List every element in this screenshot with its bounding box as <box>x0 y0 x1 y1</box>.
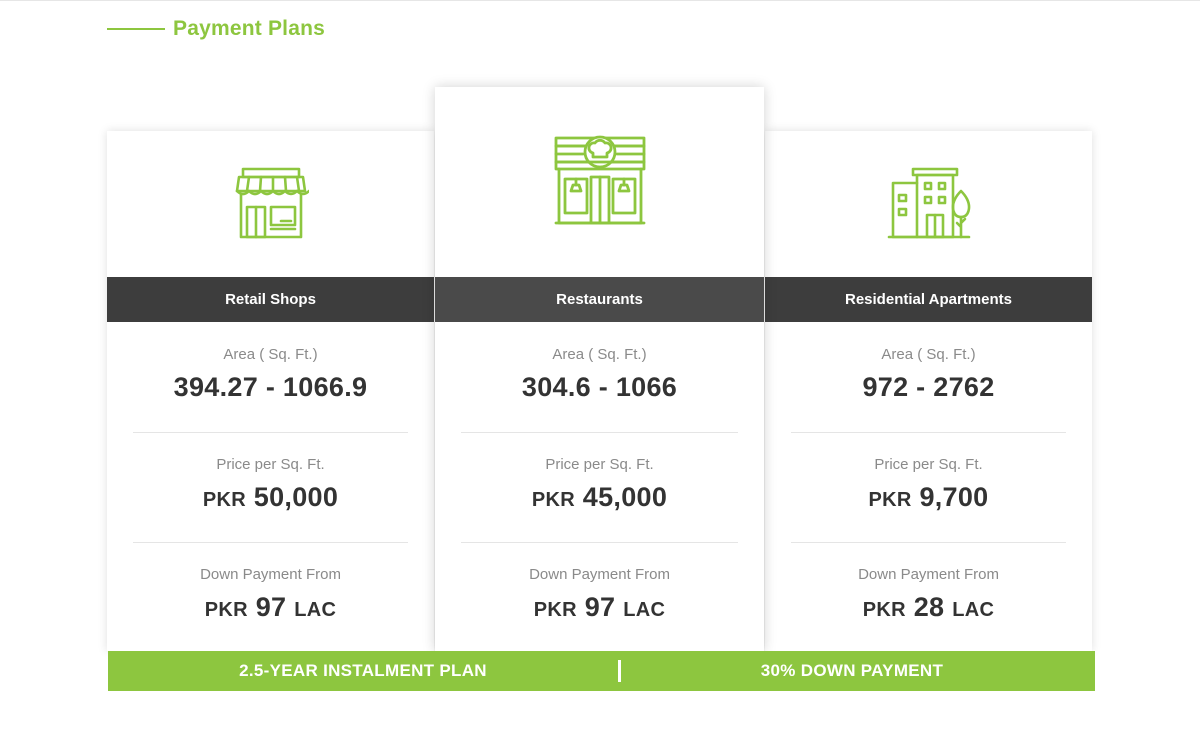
price-value-wrap: PKR 45,000 <box>435 482 764 513</box>
area-value: 972 - 2762 <box>862 372 995 402</box>
card-category-band: Restaurants <box>435 277 764 322</box>
area-stat: Area ( Sq. Ft.) 394.27 - 1066.9 <box>107 322 434 432</box>
shop-icon <box>235 167 309 239</box>
down-payment-unit: LAC <box>952 599 995 621</box>
price-label: Price per Sq. Ft. <box>545 456 654 473</box>
area-stat: Area ( Sq. Ft.) 304.6 - 1066 <box>435 322 764 432</box>
heading-accent-line <box>107 28 165 30</box>
down-payment-value: 97 <box>255 592 287 622</box>
card-category-name: Restaurants <box>556 291 643 308</box>
page-title: Payment Plans <box>173 17 325 40</box>
down-payment-stat: Down Payment From PKR 97 LAC <box>107 542 434 652</box>
card-icon-wrap <box>107 165 434 241</box>
area-label: Area ( Sq. Ft.) <box>881 346 976 363</box>
area-value: 304.6 - 1066 <box>521 372 678 402</box>
price-label: Price per Sq. Ft. <box>874 456 983 473</box>
price-value: 50,000 <box>253 482 339 512</box>
apartment-building-icon <box>887 167 970 239</box>
price-value: 45,000 <box>582 482 668 512</box>
section-heading: Payment Plans <box>107 14 325 44</box>
card-category-band: Residential Apartments <box>765 277 1092 322</box>
down-payment-label: Down Payment From <box>858 566 999 583</box>
card-category-name: Retail Shops <box>225 291 316 308</box>
price-stat: Price per Sq. Ft. PKR 9,700 <box>765 432 1092 542</box>
down-payment-label: Down Payment From <box>529 566 670 583</box>
down-payment-stat: Down Payment From PKR 97 LAC <box>435 542 764 652</box>
price-stat: Price per Sq. Ft. PKR 45,000 <box>435 432 764 542</box>
area-label: Area ( Sq. Ft.) <box>552 346 647 363</box>
instalment-plan-text: 2.5-YEAR INSTALMENT PLAN <box>239 661 487 680</box>
card-stats: Area ( Sq. Ft.) 304.6 - 1066 Price per S… <box>435 322 764 652</box>
card-stats: Area ( Sq. Ft.) 394.27 - 1066.9 Price pe… <box>107 322 434 652</box>
price-value-wrap: PKR 50,000 <box>107 482 434 513</box>
card-stats: Area ( Sq. Ft.) 972 - 2762 Price per Sq.… <box>765 322 1092 652</box>
price-value-wrap: PKR 9,700 <box>765 482 1092 513</box>
down-payment-value-wrap: PKR 28 LAC <box>765 592 1092 623</box>
down-payment-currency: PKR <box>533 599 577 621</box>
area-label: Area ( Sq. Ft.) <box>223 346 318 363</box>
top-divider <box>0 0 1200 1</box>
plan-card-restaurants: Restaurants Area ( Sq. Ft.) 304.6 - 1066… <box>435 87 764 651</box>
payment-plan-bar: 2.5-YEAR INSTALMENT PLAN 30% DOWN PAYMEN… <box>108 651 1095 691</box>
down-payment-value-wrap: PKR 97 LAC <box>107 592 434 623</box>
restaurant-icon <box>554 135 645 225</box>
down-payment-unit: LAC <box>294 599 337 621</box>
plan-card-residential-apartments: Residential Apartments Area ( Sq. Ft.) 9… <box>765 131 1092 651</box>
down-payment-value: 97 <box>584 592 616 622</box>
down-payment-stat: Down Payment From PKR 28 LAC <box>765 542 1092 652</box>
price-value: 9,700 <box>919 482 989 512</box>
card-category-band: Retail Shops <box>107 277 434 322</box>
card-icon-wrap <box>765 165 1092 241</box>
down-payment-unit: LAC <box>623 599 666 621</box>
down-payment-value: 28 <box>913 592 945 622</box>
plan-card-retail-shops: Retail Shops Area ( Sq. Ft.) 394.27 - 10… <box>107 131 434 651</box>
card-icon-wrap <box>435 135 764 229</box>
plan-bar-separator <box>618 660 621 682</box>
down-payment-text: 30% DOWN PAYMENT <box>760 661 944 680</box>
area-stat: Area ( Sq. Ft.) 972 - 2762 <box>765 322 1092 432</box>
down-payment-label: Down Payment From <box>200 566 341 583</box>
price-label: Price per Sq. Ft. <box>216 456 325 473</box>
down-payment-currency: PKR <box>862 599 906 621</box>
down-payment-value-wrap: PKR 97 LAC <box>435 592 764 623</box>
area-value: 394.27 - 1066.9 <box>173 372 368 402</box>
price-currency: PKR <box>868 489 912 511</box>
down-payment-currency: PKR <box>204 599 248 621</box>
card-category-name: Residential Apartments <box>845 291 1012 308</box>
price-stat: Price per Sq. Ft. PKR 50,000 <box>107 432 434 542</box>
price-currency: PKR <box>531 489 575 511</box>
price-currency: PKR <box>202 489 246 511</box>
